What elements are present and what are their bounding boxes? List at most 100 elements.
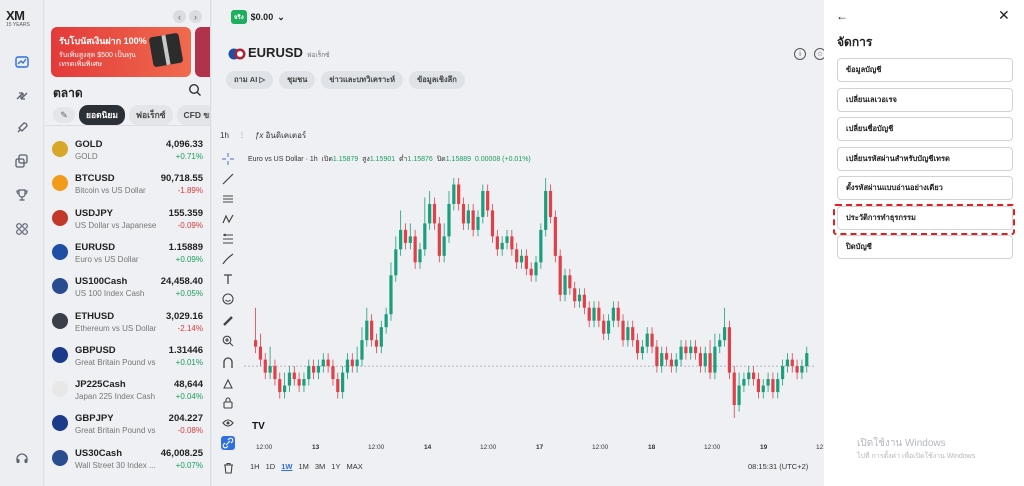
timeframe-1d[interactable]: 1D	[265, 462, 276, 471]
indicators-button[interactable]: ƒx อินดิเคเตอร์	[254, 131, 307, 140]
prediction-icon[interactable]	[221, 232, 235, 246]
asset-price: 1.31446	[168, 344, 203, 356]
ohlc-legend: Euro vs US Dollar · 1h เปิด1.15879 สูง1.…	[248, 154, 531, 165]
xm-logo[interactable]: XM 15 YEARS	[6, 8, 38, 30]
trophy-icon[interactable]	[14, 187, 30, 203]
manage-item[interactable]: ปิดบัญชี	[837, 235, 1013, 259]
lock-drawing-icon[interactable]	[221, 376, 235, 390]
manage-item[interactable]: เปลี่ยนชื่อบัญชี	[837, 117, 1013, 141]
candle-body	[466, 210, 470, 224]
timeframe-1y[interactable]: 1Y	[331, 462, 341, 471]
ruler-icon[interactable]	[221, 314, 235, 328]
emoji-icon[interactable]	[221, 292, 235, 306]
divider	[45, 125, 210, 126]
banner-next-button[interactable]: ›	[189, 10, 202, 23]
chip-ask-ai[interactable]: ถาม AI ▷	[226, 71, 274, 89]
candle-body	[365, 320, 369, 341]
search-icon[interactable]	[188, 83, 202, 97]
asset-row[interactable]: ETHUSD Ethereum vs US Dollar 3,029.16 -2.14…	[45, 304, 210, 338]
pair-flag-icon	[228, 48, 246, 60]
candle-type-icon[interactable]: ⫶	[240, 130, 243, 140]
link-icon[interactable]	[221, 436, 235, 450]
manage-item[interactable]: ประวัติการทำธุรกรรม	[837, 205, 1013, 230]
tab-cfd[interactable]: CFD ขอ	[176, 105, 210, 125]
transfer-icon[interactable]	[14, 88, 30, 104]
candle-body	[408, 236, 412, 243]
asset-row[interactable]: USDJPY US Dollar vs Japanese ... 155.359 -0…	[45, 201, 210, 235]
candle-body	[394, 249, 398, 276]
info-icon[interactable]: i	[794, 48, 806, 60]
candle-body	[732, 372, 736, 406]
asset-flag-icon	[52, 141, 68, 157]
tab-forex[interactable]: ฟอเร็กซ์	[129, 105, 173, 125]
candle-body	[631, 327, 635, 341]
text-icon[interactable]	[221, 272, 235, 286]
lock-icon[interactable]	[221, 396, 235, 410]
back-arrow-icon[interactable]: ←	[836, 9, 848, 23]
asset-row[interactable]: GOLD GOLD 4,096.33 +0.71%	[45, 132, 210, 166]
tab-popular[interactable]: ยอดนิยม	[79, 105, 125, 125]
candle-body	[751, 372, 756, 380]
chart-icon[interactable]	[14, 54, 30, 70]
fib-icon[interactable]	[221, 192, 235, 206]
copy-icon[interactable]	[14, 153, 30, 169]
chip-community[interactable]: ชุมชน	[279, 71, 316, 89]
timeframe-1h[interactable]: 1H	[250, 462, 260, 471]
windows-watermark-title: เปิดใช้งาน Windows	[857, 438, 946, 449]
promo-banner[interactable]: รับโบนัสเงินฝาก 100% รับเพิ่มสูงสุด $500…	[51, 27, 191, 77]
timeframe-3m[interactable]: 3M	[314, 462, 326, 471]
banner-subtitle: รับเพิ่มสูงสุด $500 เป็นทุนเทรดเพิ่มพิเศ…	[59, 52, 136, 68]
chip-news[interactable]: ข่าวและบทวิเคราะห์	[321, 71, 404, 89]
pattern-icon[interactable]	[221, 212, 235, 226]
asset-row[interactable]: EURUSD Euro vs US Dollar 1.15889 +0.09%	[45, 235, 210, 269]
manage-item[interactable]: เปลี่ยนรหัสผ่านสำหรับบัญชีเทรด	[837, 146, 1013, 171]
asset-symbol: JP225Cash	[75, 379, 126, 391]
close-icon[interactable]: ✕	[998, 7, 1010, 23]
asset-description: Ethereum vs US Dollar	[75, 323, 157, 333]
trash-icon[interactable]	[223, 462, 234, 474]
magnet-icon[interactable]	[221, 356, 235, 370]
asset-symbol: US30Cash	[75, 447, 122, 459]
account-selector[interactable]: จริง $0.00 ⌄	[231, 10, 285, 24]
asset-price: 90,718.55	[160, 173, 203, 185]
asset-row[interactable]: US100Cash US 100 Index Cash 24,458.40 +0.05…	[45, 269, 210, 303]
timeframe-1w[interactable]: 1W	[281, 462, 293, 471]
candle-body	[268, 366, 272, 373]
apps-icon[interactable]	[14, 221, 30, 237]
chip-insights[interactable]: ข้อมูลเชิงลึก	[409, 71, 465, 89]
candle-body	[307, 366, 311, 380]
candle-body	[698, 353, 702, 367]
manage-item[interactable]: ตั้งรหัสผ่านแบบอ่านอย่างเดียว	[837, 176, 1013, 200]
edit-icon[interactable]: ✎	[53, 107, 75, 123]
indicators-label: อินดิเคเตอร์	[265, 131, 307, 140]
manage-item[interactable]: ข้อมูลบัญชี	[837, 58, 1013, 82]
promo-banner-next[interactable]	[195, 27, 210, 77]
asset-description: GOLD	[75, 152, 98, 161]
candle-body	[727, 327, 732, 373]
asset-row[interactable]: GBPUSD Great Britain Pound vs ... 1.31446 +…	[45, 338, 210, 372]
asset-change: +0.04%	[175, 392, 203, 402]
candlestick-chart[interactable]	[244, 168, 814, 438]
timeframe-1m[interactable]: 1M	[298, 462, 309, 471]
candle-body	[669, 359, 673, 367]
banner-prev-button[interactable]: ‹	[173, 10, 186, 23]
timeframe-max[interactable]: MAX	[346, 462, 363, 471]
manage-item[interactable]: เปลี่ยนเลเวอเรจ	[837, 87, 1013, 112]
x-tick-label: 19	[760, 444, 768, 451]
support-icon[interactable]	[14, 451, 30, 467]
asset-row[interactable]: JP225Cash Japan 225 Index Cash 48,644 +0.04…	[45, 372, 210, 406]
zoom-icon[interactable]	[221, 334, 235, 348]
asset-row[interactable]: US30Cash Wall Street 30 Index ... 46,008.2…	[45, 441, 210, 475]
brush-icon[interactable]	[221, 252, 235, 266]
candle-body	[650, 333, 654, 347]
asset-row[interactable]: GBPJPY Great Britain Pound vs ... 204.227-…	[45, 406, 210, 440]
rocket-icon[interactable]	[14, 120, 30, 136]
candle-body	[558, 255, 562, 295]
crosshair-icon[interactable]	[221, 152, 235, 166]
asset-row[interactable]: BTCUSD Bitcoin vs US Dollar 90,718.55 -1.89…	[45, 166, 210, 200]
eye-icon[interactable]	[221, 416, 235, 430]
tradingview-logo[interactable]: TV	[252, 421, 265, 432]
interval-button[interactable]: 1h	[220, 131, 229, 140]
trendline-icon[interactable]	[221, 172, 235, 186]
